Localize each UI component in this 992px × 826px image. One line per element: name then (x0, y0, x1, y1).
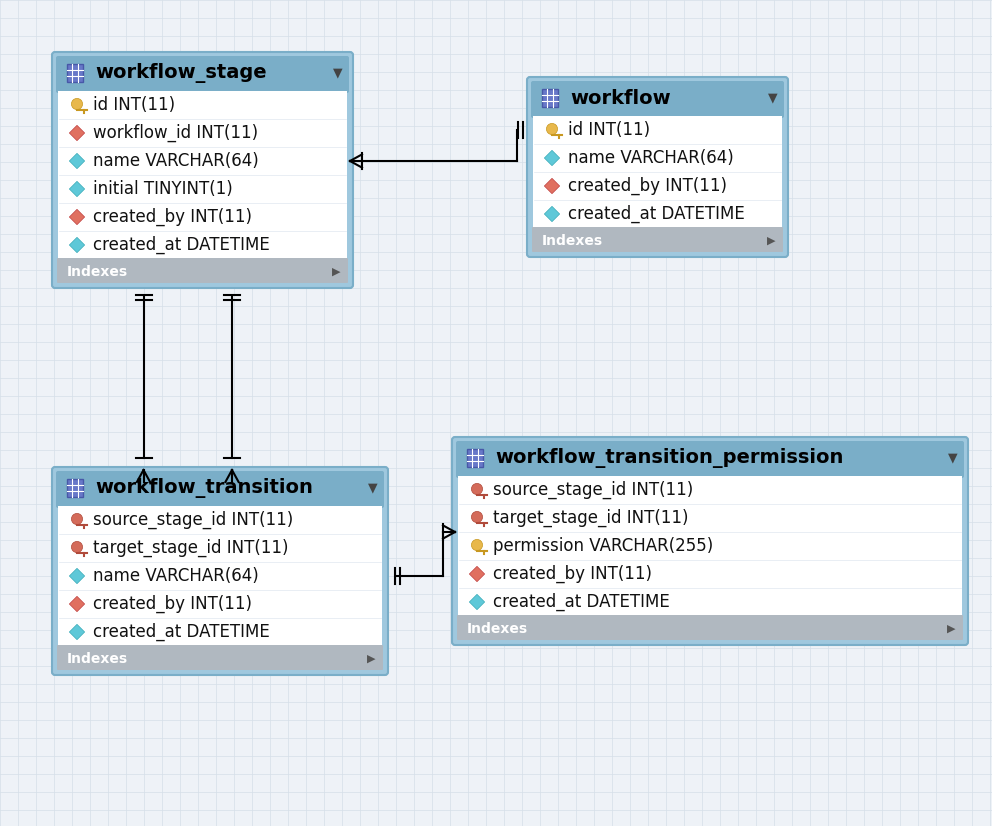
Text: ▼: ▼ (768, 92, 778, 105)
Text: ▼: ▼ (948, 452, 958, 464)
Circle shape (71, 98, 82, 110)
Polygon shape (69, 182, 84, 197)
Polygon shape (469, 567, 485, 582)
Text: Indexes: Indexes (67, 265, 128, 279)
FancyBboxPatch shape (52, 52, 353, 288)
FancyBboxPatch shape (52, 467, 388, 675)
FancyBboxPatch shape (56, 56, 349, 93)
Circle shape (71, 541, 82, 553)
Polygon shape (69, 568, 84, 584)
Text: ▶: ▶ (367, 654, 375, 664)
Text: name VARCHAR(64): name VARCHAR(64) (93, 152, 259, 170)
Polygon shape (469, 595, 485, 610)
FancyBboxPatch shape (57, 258, 348, 283)
Text: workflow_stage: workflow_stage (95, 63, 267, 83)
Text: Indexes: Indexes (542, 234, 603, 248)
Text: Indexes: Indexes (67, 652, 128, 666)
Bar (533, 116, 782, 228)
Text: id INT(11): id INT(11) (568, 121, 650, 139)
Text: ▼: ▼ (368, 482, 378, 495)
Polygon shape (69, 624, 84, 639)
Text: created_by INT(11): created_by INT(11) (93, 208, 252, 226)
FancyBboxPatch shape (532, 227, 783, 252)
Text: workflow_transition_permission: workflow_transition_permission (495, 448, 843, 468)
Text: created_at DATETIME: created_at DATETIME (93, 236, 270, 254)
Text: initial TINYINT(1): initial TINYINT(1) (93, 180, 233, 198)
Text: created_at DATETIME: created_at DATETIME (568, 205, 745, 223)
Circle shape (471, 483, 482, 495)
FancyBboxPatch shape (543, 89, 558, 107)
Text: ▼: ▼ (333, 67, 343, 79)
Text: ▶: ▶ (767, 236, 776, 246)
Circle shape (547, 123, 558, 135)
Text: id INT(11): id INT(11) (93, 96, 176, 114)
FancyBboxPatch shape (467, 449, 483, 467)
Text: created_by INT(11): created_by INT(11) (93, 595, 252, 613)
Text: created_at DATETIME: created_at DATETIME (493, 593, 670, 611)
Text: permission VARCHAR(255): permission VARCHAR(255) (493, 537, 713, 555)
Circle shape (471, 539, 482, 551)
Bar (58, 91, 347, 259)
Text: workflow_id INT(11): workflow_id INT(11) (93, 124, 258, 142)
Polygon shape (545, 206, 559, 221)
Text: created_at DATETIME: created_at DATETIME (93, 623, 270, 641)
Polygon shape (69, 126, 84, 140)
FancyBboxPatch shape (57, 645, 383, 670)
Text: name VARCHAR(64): name VARCHAR(64) (93, 567, 259, 585)
FancyBboxPatch shape (531, 81, 784, 118)
Text: workflow: workflow (570, 88, 671, 107)
FancyBboxPatch shape (527, 77, 788, 257)
Text: created_by INT(11): created_by INT(11) (568, 177, 727, 195)
Text: ▶: ▶ (331, 267, 340, 277)
Circle shape (71, 514, 82, 525)
Text: name VARCHAR(64): name VARCHAR(64) (568, 149, 734, 167)
FancyBboxPatch shape (457, 615, 963, 640)
FancyBboxPatch shape (456, 441, 964, 478)
FancyBboxPatch shape (56, 471, 384, 508)
Text: source_stage_id INT(11): source_stage_id INT(11) (93, 510, 294, 529)
Text: target_stage_id INT(11): target_stage_id INT(11) (93, 539, 289, 557)
Text: workflow_transition: workflow_transition (95, 478, 312, 498)
Circle shape (471, 511, 482, 523)
Bar (458, 476, 962, 616)
Polygon shape (69, 596, 84, 611)
Text: Indexes: Indexes (467, 622, 528, 636)
Text: source_stage_id INT(11): source_stage_id INT(11) (493, 481, 693, 499)
Bar (58, 506, 382, 646)
Text: created_by INT(11): created_by INT(11) (493, 565, 652, 583)
FancyBboxPatch shape (67, 64, 82, 82)
Text: ▶: ▶ (946, 624, 955, 634)
Polygon shape (69, 209, 84, 225)
Polygon shape (545, 178, 559, 193)
Text: target_stage_id INT(11): target_stage_id INT(11) (493, 509, 688, 527)
FancyBboxPatch shape (67, 479, 82, 497)
Polygon shape (545, 150, 559, 166)
Polygon shape (69, 237, 84, 253)
Polygon shape (69, 154, 84, 169)
FancyBboxPatch shape (452, 437, 968, 645)
